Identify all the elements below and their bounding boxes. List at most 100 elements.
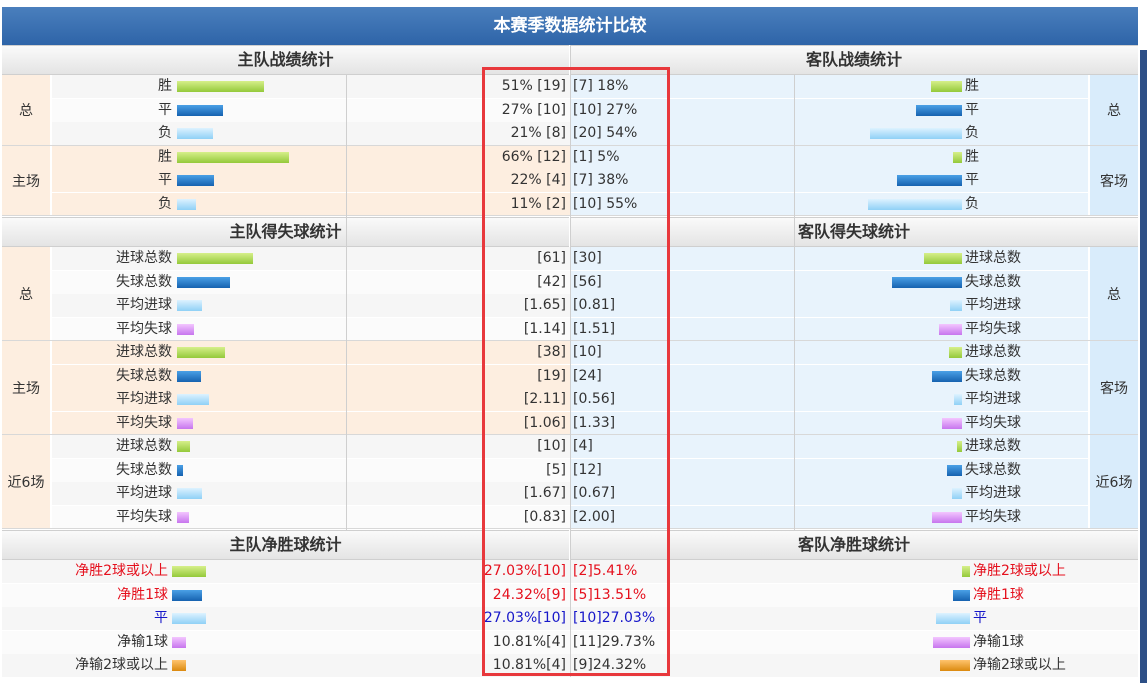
group-label: 总 (1090, 247, 1138, 341)
home-bar (177, 347, 225, 358)
home-column-divider (346, 75, 347, 530)
away-section-header: 客队得失球统计 (570, 217, 1138, 247)
away-row-label: 进球总数 (965, 438, 1021, 454)
away-row-label: 平均失球 (965, 508, 1021, 525)
highlight-box (482, 67, 670, 676)
home-bar (177, 253, 253, 264)
away-row-label: 净输1球 (973, 633, 1024, 650)
away-bar (924, 253, 962, 264)
group-label: 总 (2, 247, 50, 341)
home-bar (177, 464, 183, 476)
away-bar (949, 347, 962, 358)
home-value: [1.06] (523, 414, 566, 431)
away-bar (947, 464, 962, 476)
home-bar (177, 300, 202, 311)
away-bar (942, 417, 962, 429)
home-value: 27.03%[10] (483, 563, 566, 579)
away-value: [11]29.73% (573, 633, 656, 650)
home-value: [61] (537, 250, 566, 266)
away-value: [56] (573, 273, 602, 290)
away-row-label: 失球总数 (965, 273, 1021, 290)
away-row-label: 平 (973, 610, 987, 626)
away-value: [10]27.03% (573, 610, 656, 626)
away-bar (932, 511, 962, 523)
home-value: 51% [19] (501, 78, 566, 94)
home-section-header: 主队战绩统计 (2, 45, 569, 75)
away-value: [20] 54% (573, 125, 638, 141)
away-row-label: 平均进球 (965, 391, 1021, 407)
away-bar (962, 566, 970, 577)
away-value: [24] (573, 367, 602, 384)
away-bar (931, 81, 962, 92)
home-row-label: 平均失球 (116, 508, 172, 525)
away-value: [7] 38% (573, 172, 629, 188)
away-bar (936, 613, 970, 624)
away-row-label: 平均失球 (965, 414, 1021, 431)
group-label: 主场 (2, 145, 50, 216)
panel-title: 本赛季数据统计比较 (2, 7, 1138, 45)
away-bar (957, 441, 962, 452)
home-row-label: 平 (154, 610, 168, 626)
away-value: [2.00] (573, 508, 616, 525)
home-section-header: 主队净胜球统计 (2, 530, 569, 560)
away-value: [12] (573, 461, 602, 478)
home-row-label: 胜 (158, 78, 172, 94)
home-value: 27.03%[10] (483, 610, 566, 626)
home-bar (177, 511, 189, 523)
away-bar (939, 323, 962, 335)
home-value: [19] (537, 367, 566, 384)
home-row-label: 平 (158, 172, 172, 188)
home-value: [38] (537, 344, 566, 360)
home-row-label: 平均失球 (116, 414, 172, 431)
home-bar (177, 441, 190, 452)
away-bar (953, 589, 970, 601)
away-row-label: 进球总数 (965, 250, 1021, 266)
home-value: [2.11] (523, 391, 566, 407)
away-row-label: 负 (965, 195, 979, 212)
away-bar (870, 128, 962, 139)
home-row-label: 平均进球 (116, 485, 172, 501)
home-value: [10] (537, 438, 566, 454)
group-label: 主场 (2, 341, 50, 435)
away-row-label: 净输2球或以上 (973, 657, 1066, 673)
away-row-label: 净胜2球或以上 (973, 563, 1066, 579)
away-bar (933, 636, 970, 648)
away-bar (916, 104, 962, 116)
home-row-label: 失球总数 (116, 273, 172, 290)
home-value: 11% [2] (510, 195, 566, 212)
away-row-label: 失球总数 (965, 461, 1021, 478)
home-bar (177, 151, 289, 163)
home-value: [5] (546, 461, 566, 478)
away-row-label: 平均进球 (965, 485, 1021, 501)
home-row-label: 净胜2球或以上 (75, 563, 168, 579)
home-value: [1.67] (523, 485, 566, 501)
home-bar (172, 589, 202, 601)
home-bar (172, 566, 206, 577)
home-bar (177, 323, 194, 335)
home-row-label: 进球总数 (116, 344, 172, 360)
home-value: 10.81%[4] (492, 657, 566, 673)
scroll-edge (1140, 50, 1147, 683)
home-value: [1.65] (523, 297, 566, 313)
away-value: [5]13.51% (573, 586, 647, 603)
away-bar (954, 394, 962, 405)
away-value: [0.56] (573, 391, 616, 407)
away-value: [1.51] (573, 320, 616, 337)
away-value: [4] (573, 438, 593, 454)
group-label: 总 (2, 75, 50, 146)
away-row-label: 平 (965, 172, 979, 188)
away-value: [2]5.41% (573, 563, 638, 579)
home-bar (177, 417, 193, 429)
home-row-label: 进球总数 (116, 250, 172, 266)
away-value: [1] 5% (573, 148, 620, 165)
home-value: [1.14] (523, 320, 566, 337)
home-value: 22% [4] (510, 172, 566, 188)
away-row-label: 平均失球 (965, 320, 1021, 337)
home-row-label: 负 (158, 195, 172, 212)
away-value: [30] (573, 250, 602, 266)
home-bar (172, 636, 186, 648)
group-label: 近6场 (2, 435, 50, 529)
home-value: 21% [8] (510, 125, 566, 141)
away-value: [10] 27% (573, 101, 638, 118)
group-label: 客场 (1090, 341, 1138, 435)
